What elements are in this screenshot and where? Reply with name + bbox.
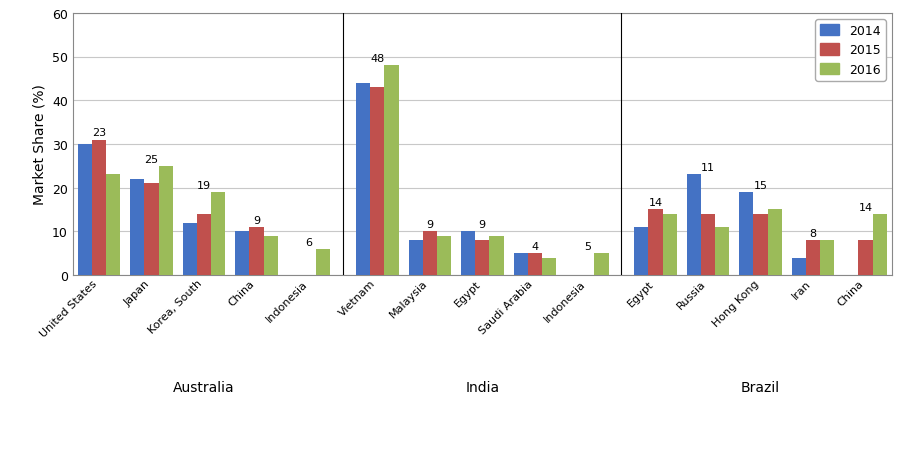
Bar [92, 140, 106, 275]
Text: 15: 15 [753, 180, 767, 190]
Bar [384, 66, 399, 275]
Text: 9: 9 [253, 215, 260, 225]
Text: Australia: Australia [173, 380, 235, 394]
Bar [739, 193, 753, 275]
Bar [649, 210, 662, 275]
Y-axis label: Market Share (%): Market Share (%) [33, 84, 46, 205]
Bar [370, 88, 384, 275]
Text: 14: 14 [858, 202, 873, 212]
Bar [197, 214, 211, 275]
Bar [356, 84, 370, 275]
Text: 5: 5 [584, 241, 591, 252]
Text: 25: 25 [145, 154, 158, 164]
Bar [528, 253, 541, 275]
Bar [768, 210, 782, 275]
Text: 9: 9 [479, 220, 486, 230]
Bar [753, 214, 768, 275]
Bar [820, 241, 834, 275]
Bar [264, 236, 278, 275]
Bar [490, 236, 503, 275]
Bar [130, 179, 145, 275]
Bar [594, 253, 609, 275]
Bar [236, 232, 249, 275]
Text: 6: 6 [306, 237, 312, 247]
Text: 9: 9 [426, 220, 433, 230]
Text: 23: 23 [92, 128, 106, 138]
Text: Brazil: Brazil [741, 380, 780, 394]
Bar [792, 258, 806, 275]
Bar [475, 241, 490, 275]
Text: 4: 4 [531, 241, 539, 252]
Bar [513, 253, 528, 275]
Text: India: India [465, 380, 500, 394]
Bar [687, 175, 701, 275]
Bar [634, 227, 649, 275]
Bar [77, 145, 92, 275]
Text: 19: 19 [197, 180, 211, 190]
Bar [211, 193, 226, 275]
Bar [106, 175, 120, 275]
Bar [183, 223, 197, 275]
Legend: 2014, 2015, 2016: 2014, 2015, 2016 [815, 20, 885, 81]
Bar [437, 236, 451, 275]
Bar [158, 166, 173, 275]
Bar [715, 227, 729, 275]
Text: 14: 14 [649, 198, 662, 208]
Bar [662, 214, 677, 275]
Bar [541, 258, 556, 275]
Text: 11: 11 [701, 163, 715, 173]
Bar [423, 232, 437, 275]
Bar [806, 241, 820, 275]
Bar [701, 214, 715, 275]
Bar [316, 249, 330, 275]
Bar [249, 227, 264, 275]
Text: 8: 8 [810, 229, 816, 238]
Bar [409, 241, 423, 275]
Bar [461, 232, 475, 275]
Bar [873, 214, 887, 275]
Bar [145, 184, 158, 275]
Bar [858, 241, 873, 275]
Text: 48: 48 [370, 54, 384, 64]
